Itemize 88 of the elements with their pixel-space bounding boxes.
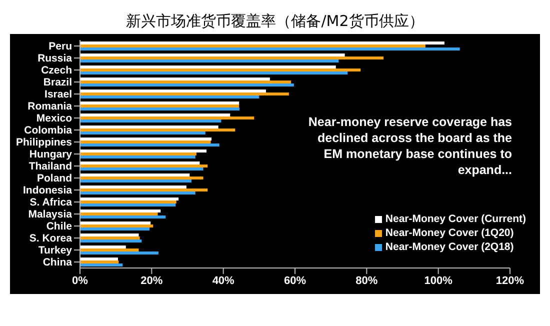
bar xyxy=(80,185,186,188)
bar xyxy=(80,203,176,206)
bar xyxy=(80,245,126,248)
x-tick-label: 100% xyxy=(424,274,453,287)
bar xyxy=(80,188,208,192)
bar xyxy=(80,257,118,260)
bar xyxy=(80,179,192,182)
bar xyxy=(80,227,150,230)
y-tick-label: Hungary xyxy=(29,148,72,161)
x-tick-label: 120% xyxy=(496,274,524,287)
bar xyxy=(80,248,139,252)
x-tick-label: 60% xyxy=(284,274,306,287)
annotation: Near-money reserve coverage has declined across the board as the EM monetary base continues to expand... xyxy=(307,114,512,178)
y-tick-label: Peru xyxy=(48,40,72,53)
bar xyxy=(80,119,222,122)
bar xyxy=(80,143,220,146)
bar xyxy=(80,152,196,156)
y-tick-label: Czech xyxy=(41,64,72,77)
y-tick-label: China xyxy=(42,256,72,269)
y-tick-label: Russia xyxy=(38,52,72,65)
bar xyxy=(80,113,230,116)
bar xyxy=(80,176,204,180)
bar xyxy=(80,80,292,84)
bar xyxy=(80,116,254,120)
bar xyxy=(80,65,336,68)
bar xyxy=(80,89,266,92)
y-tick-label: S. Africa xyxy=(30,196,72,209)
bar xyxy=(80,173,190,176)
bar xyxy=(80,56,384,60)
bar xyxy=(80,47,460,50)
bar xyxy=(80,197,179,200)
y-tick-label: Mexico xyxy=(36,112,72,125)
bar xyxy=(80,83,294,86)
y-tick-label: Thailand xyxy=(28,160,72,173)
y-tick-label: Poland xyxy=(36,172,72,185)
y-tick-label: Brazil xyxy=(43,76,72,89)
bar xyxy=(80,125,218,128)
bar xyxy=(80,44,426,48)
bar xyxy=(80,149,206,152)
legend-label: Near-Money Cover (Current) xyxy=(385,212,526,226)
legend-label: Near-Money Cover (1Q20) xyxy=(385,226,514,240)
bar xyxy=(80,77,270,80)
bar xyxy=(80,95,260,98)
bar xyxy=(80,53,345,56)
bar xyxy=(80,239,142,242)
bar xyxy=(80,104,240,108)
chart-title: 新兴市场准货币覆盖率（储备/M2货币供应） xyxy=(125,11,425,32)
bar xyxy=(80,137,212,140)
bar xyxy=(80,59,339,62)
y-tick-label: Romania xyxy=(28,100,72,113)
y-tick-label: Turkey xyxy=(38,244,72,257)
x-tick-label: 80% xyxy=(356,274,378,287)
y-tick-label: Malaysia xyxy=(28,208,72,221)
bar xyxy=(80,212,158,216)
y-tick-label: Chile xyxy=(46,220,72,233)
bar xyxy=(80,128,236,132)
bar xyxy=(80,101,240,104)
bar xyxy=(80,215,166,218)
bar xyxy=(80,191,196,194)
bar xyxy=(80,224,154,228)
y-tick-label: Israel xyxy=(44,88,72,101)
bar xyxy=(80,251,158,254)
bar xyxy=(80,233,139,236)
bar xyxy=(80,71,348,74)
bar xyxy=(80,68,361,72)
x-tick-label: 0% xyxy=(72,274,88,287)
bar xyxy=(80,161,200,164)
bar xyxy=(80,41,444,44)
bar xyxy=(80,140,211,144)
legend-label: Near-Money Cover (2Q18) xyxy=(385,240,514,254)
y-tick-label: S. Korea xyxy=(29,232,72,245)
x-tick-label: 40% xyxy=(212,274,235,287)
bar xyxy=(80,92,289,96)
bar xyxy=(80,155,196,158)
bar xyxy=(80,260,119,264)
bar xyxy=(80,164,208,168)
x-tick-label: 20% xyxy=(140,274,163,287)
bar xyxy=(80,167,204,170)
bar xyxy=(80,200,176,204)
bar xyxy=(80,131,206,134)
bar xyxy=(80,236,140,240)
y-tick-label: Indonesia xyxy=(22,184,72,197)
bar xyxy=(80,209,161,212)
bar xyxy=(80,221,151,224)
y-tick-label: Philippines xyxy=(16,136,72,149)
bar xyxy=(80,107,240,110)
y-tick-label: Colombia xyxy=(24,124,72,137)
bar xyxy=(80,263,123,266)
